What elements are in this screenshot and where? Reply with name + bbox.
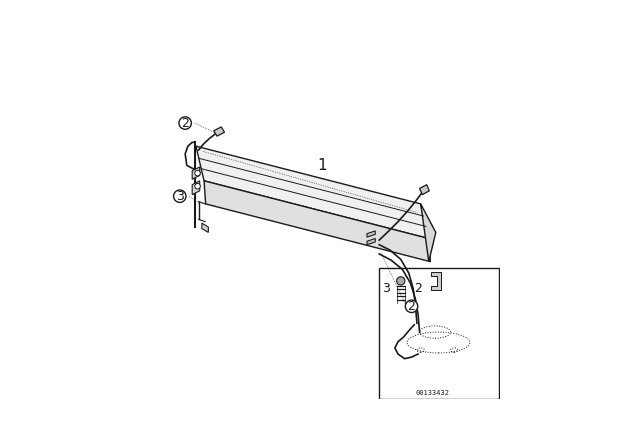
Text: 1: 1: [318, 158, 328, 173]
Text: 2: 2: [408, 300, 415, 313]
Circle shape: [405, 300, 418, 313]
Polygon shape: [196, 146, 429, 238]
Polygon shape: [420, 204, 436, 262]
Polygon shape: [204, 181, 431, 262]
Polygon shape: [192, 181, 200, 195]
Text: 3: 3: [176, 190, 184, 202]
Polygon shape: [367, 238, 375, 245]
Polygon shape: [367, 231, 375, 237]
Text: 2: 2: [181, 116, 189, 129]
Circle shape: [397, 277, 405, 285]
Circle shape: [179, 117, 191, 129]
Polygon shape: [431, 272, 441, 289]
Bar: [380, 268, 499, 399]
Polygon shape: [192, 167, 200, 179]
Polygon shape: [202, 223, 209, 233]
Text: 2: 2: [415, 282, 422, 295]
Polygon shape: [214, 127, 225, 136]
Circle shape: [195, 170, 200, 176]
Polygon shape: [420, 185, 429, 195]
Circle shape: [195, 183, 200, 189]
Circle shape: [173, 190, 186, 202]
Text: 00133432: 00133432: [415, 390, 449, 396]
Text: 3: 3: [382, 282, 390, 295]
